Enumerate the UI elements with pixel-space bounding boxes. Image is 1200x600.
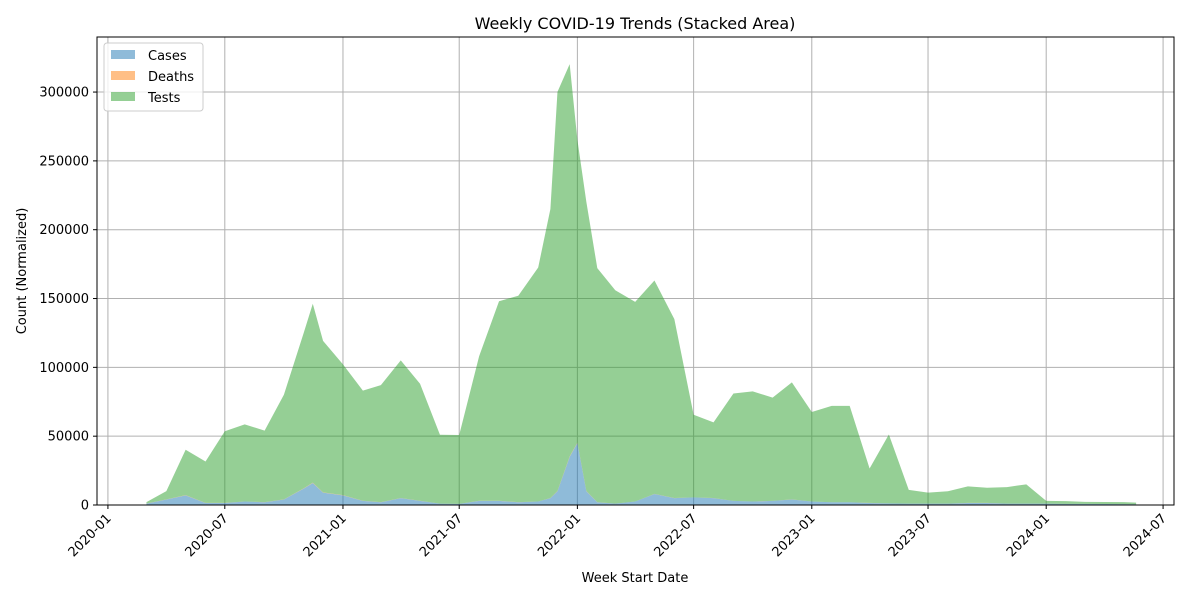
x-tick-label: 2022-07	[651, 511, 700, 560]
chart-title: Weekly COVID-19 Trends (Stacked Area)	[475, 14, 796, 33]
x-tick-label: 2020-01	[66, 511, 115, 560]
y-tick-label: 0	[81, 499, 89, 514]
area-tests	[146, 64, 1137, 505]
y-tick-label: 200000	[39, 223, 89, 238]
legend-label-cases: Cases	[148, 49, 187, 64]
legend: Cases Deaths Tests	[103, 42, 204, 112]
x-axis-title: Week Start Date	[582, 571, 689, 586]
x-tick-label: 2021-01	[301, 511, 350, 560]
legend-swatch-cases	[111, 50, 135, 59]
x-axis-ticks: 2020-01 2020-07 2021-01 2021-07 2022-01 2022-…	[66, 505, 1170, 560]
legend-label-tests: Tests	[147, 91, 181, 106]
legend-swatch-tests	[111, 92, 135, 101]
y-tick-label: 50000	[48, 430, 89, 445]
legend-swatch-deaths	[111, 71, 135, 80]
x-tick-label: 2022-01	[535, 511, 584, 560]
legend-label-deaths: Deaths	[148, 70, 194, 85]
x-tick-label: 2021-07	[417, 511, 466, 560]
area-layers	[146, 64, 1137, 505]
y-tick-label: 300000	[39, 86, 89, 101]
y-axis-ticks: 0 50000 100000 150000 200000 250000 300000	[39, 86, 97, 514]
x-tick-label: 2024-07	[1121, 511, 1170, 560]
y-tick-label: 100000	[39, 361, 89, 376]
x-tick-label: 2023-07	[886, 511, 935, 560]
y-axis-title: Count (Normalized)	[15, 208, 30, 335]
x-tick-label: 2020-07	[183, 511, 232, 560]
plot-frame	[96, 36, 1175, 506]
x-tick-label: 2024-01	[1004, 511, 1053, 560]
y-tick-label: 150000	[39, 292, 89, 307]
y-tick-label: 250000	[39, 154, 89, 169]
x-tick-label: 2023-01	[770, 511, 819, 560]
